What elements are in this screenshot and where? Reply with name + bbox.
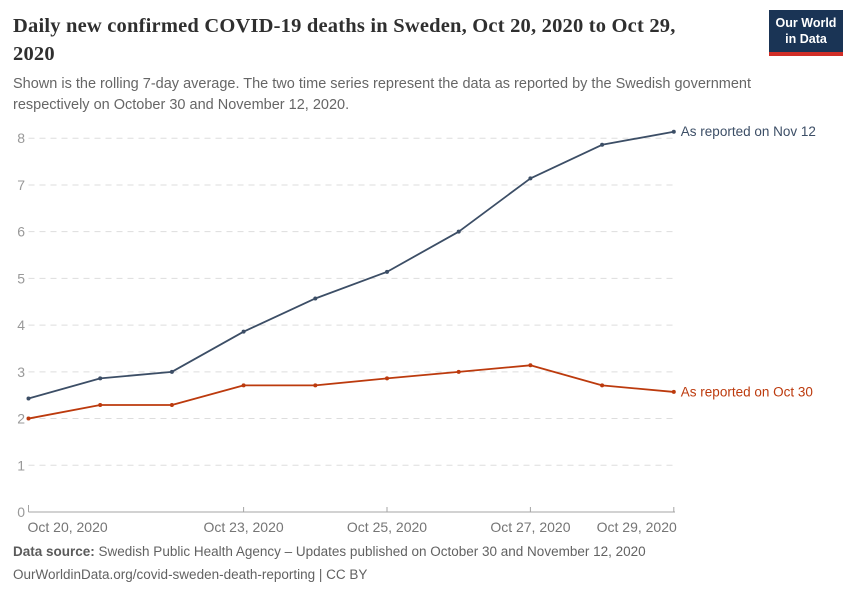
series-0-point-3 [241, 329, 246, 334]
series-1-point-6 [456, 369, 461, 374]
y-tick-label-0: 0 [17, 504, 25, 520]
x-tick-label-3: Oct 23, 2020 [204, 519, 284, 535]
chart-title: Daily new confirmed COVID-19 deaths in S… [13, 15, 676, 66]
y-tick-label-3: 3 [17, 364, 25, 380]
data-source-text: Swedish Public Health Agency – Updates p… [94, 544, 646, 559]
x-tick-label-9: Oct 29, 2020 [597, 519, 677, 535]
series-0-point-7 [528, 176, 533, 181]
series-0-point-8 [600, 142, 605, 147]
series-1-point-7 [528, 363, 533, 368]
chart-subtitle: Shown is the rolling 7-day average. The … [13, 76, 752, 114]
owid-logo-line1: Our World [775, 16, 837, 30]
series-1-point-3 [241, 383, 246, 388]
series-1-point-8 [600, 383, 605, 388]
data-source-label: Data source: [13, 544, 95, 559]
series-1-point-2 [169, 403, 174, 408]
y-tick-label-6: 6 [17, 224, 25, 240]
series-0-point-1 [98, 376, 103, 381]
y-tick-label-2: 2 [17, 411, 25, 427]
series-1-point-1 [98, 403, 103, 408]
series-0-point-9 [671, 129, 676, 134]
owid-logo-line2: in Data [785, 31, 827, 46]
chart-footer: Data source: Swedish Public Health Agenc… [13, 541, 833, 586]
series-0-point-2 [169, 369, 174, 374]
series-end-label-1: As reported on Oct 30 [681, 384, 813, 399]
series-1-point-4 [313, 383, 318, 388]
x-tick-label-7: Oct 27, 2020 [490, 519, 570, 535]
x-tick-label-5: Oct 25, 2020 [347, 519, 427, 535]
series-1-point-9 [671, 389, 676, 394]
series-0-point-5 [385, 269, 389, 274]
series-1-point-5 [385, 376, 389, 381]
series-0-point-4 [313, 296, 318, 301]
source-url-line: OurWorldinData.org/covid-sweden-death-re… [13, 566, 368, 582]
y-tick-label-8: 8 [17, 130, 25, 146]
series-line-1 [27, 364, 675, 420]
y-tick-label-1: 1 [17, 457, 25, 473]
y-tick-label-7: 7 [17, 177, 25, 193]
y-tick-label-4: 4 [17, 317, 25, 333]
x-tick-label-0: Oct 20, 2020 [28, 519, 108, 535]
series-0-point-0 [26, 396, 31, 401]
series-line-0 [27, 130, 675, 400]
series-1-point-0 [26, 416, 31, 421]
series-0-point-6 [456, 229, 461, 234]
line-chart: 0 1 2 3 4 5 6 7 8 Oct 20, 2020 Oct 23, 2020 Oct 25,… [17, 124, 816, 535]
series-end-label-0: As reported on Nov 12 [681, 124, 816, 139]
y-tick-label-5: 5 [17, 270, 25, 286]
owid-logo: Our World in Data [769, 10, 843, 57]
data-source-line: Data source: Swedish Public Health Agenc… [13, 541, 833, 564]
